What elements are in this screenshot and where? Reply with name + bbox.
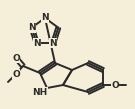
Text: NH: NH bbox=[32, 88, 48, 96]
Text: N: N bbox=[49, 39, 57, 48]
Text: O: O bbox=[12, 70, 20, 78]
Text: N: N bbox=[33, 39, 41, 48]
Text: N: N bbox=[41, 14, 49, 22]
Text: O: O bbox=[12, 54, 20, 62]
Text: N: N bbox=[28, 23, 36, 32]
Text: O: O bbox=[111, 81, 119, 89]
